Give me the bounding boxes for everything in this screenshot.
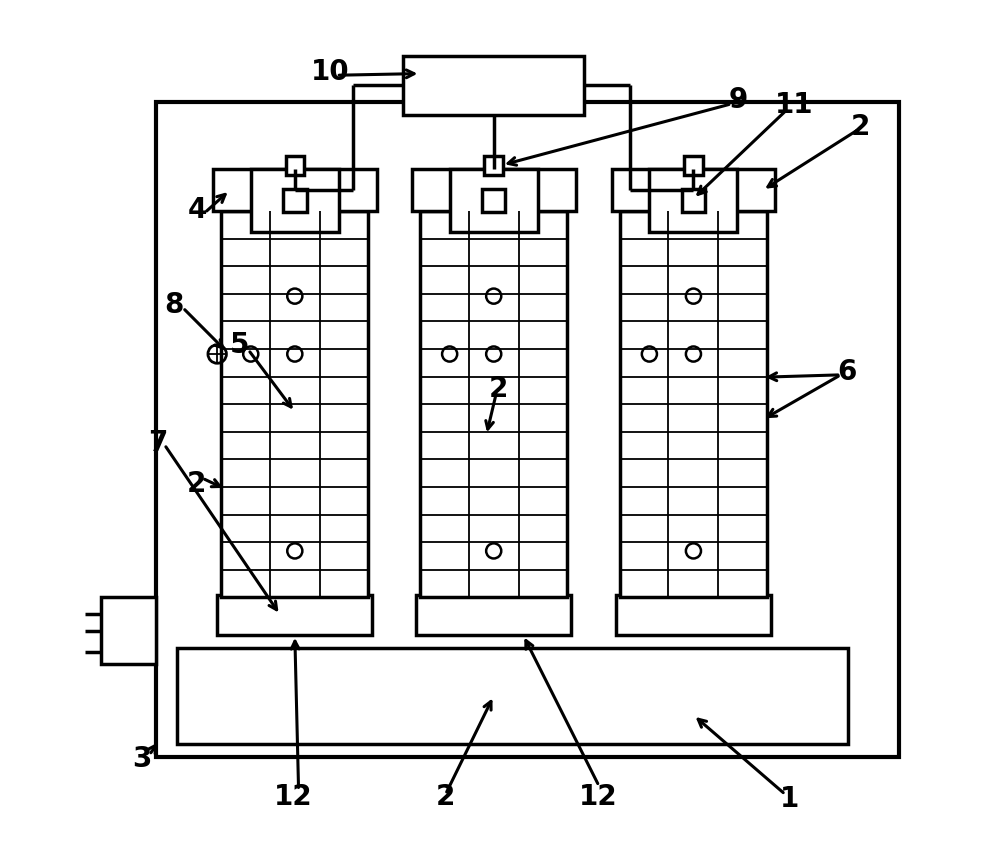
Bar [616,594,771,635]
Bar [403,56,584,115]
Text: 12: 12 [579,783,618,811]
Text: 2: 2 [187,470,206,498]
Bar [101,597,156,664]
Bar [482,189,505,212]
Text: 9: 9 [729,87,748,115]
Bar [649,169,737,232]
Text: 8: 8 [165,291,184,319]
Bar [213,169,377,211]
Text: 11: 11 [774,92,813,120]
Bar [251,169,339,232]
Bar [156,102,899,757]
Bar [283,189,307,212]
Bar [221,211,368,597]
Bar [484,157,503,175]
Bar [620,211,767,597]
Bar [217,594,372,635]
Text: 2: 2 [851,114,871,141]
Bar [412,169,576,211]
Bar [416,594,571,635]
Bar [682,189,705,212]
Bar [177,647,848,744]
Text: 7: 7 [148,429,167,457]
Bar [684,157,703,175]
Text: 5: 5 [230,332,250,360]
Text: 4: 4 [188,195,208,223]
Bar [450,169,538,232]
Text: 3: 3 [132,745,151,773]
Bar [612,169,775,211]
Text: 10: 10 [311,58,350,86]
Text: 1: 1 [780,785,799,813]
Text: 2: 2 [489,375,508,403]
Bar [286,157,304,175]
Text: 6: 6 [837,359,856,386]
Bar [420,211,567,597]
Text: 2: 2 [436,783,455,811]
Text: 12: 12 [273,783,312,811]
